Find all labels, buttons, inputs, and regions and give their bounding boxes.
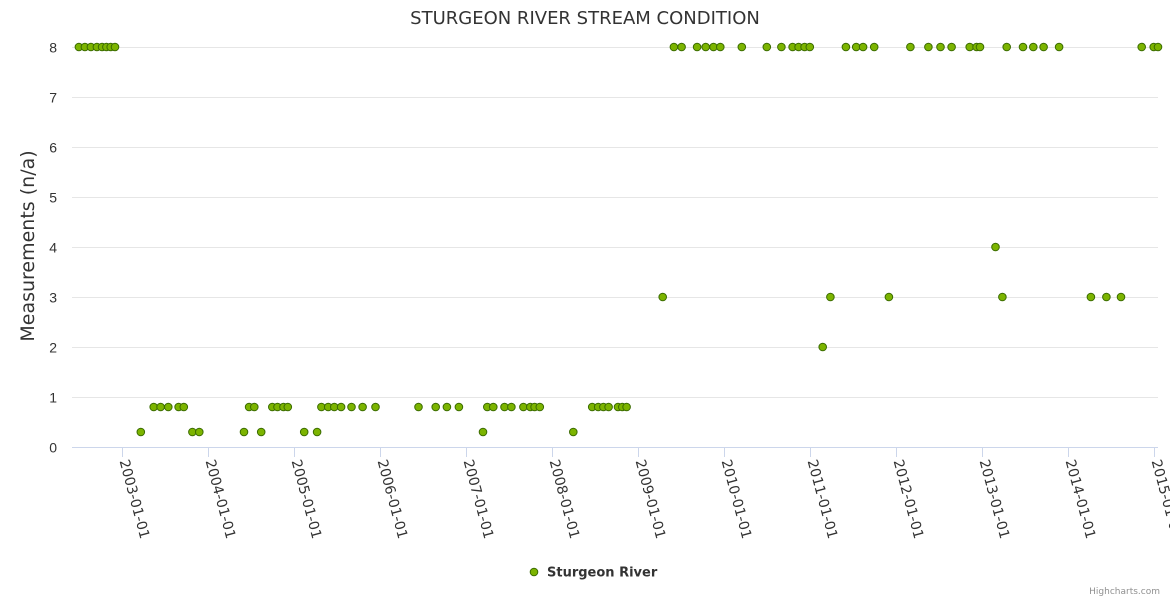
data-point[interactable] xyxy=(669,42,679,52)
y-tick-label: 5 xyxy=(49,190,57,206)
x-tick-label: 2015-01-01 xyxy=(1148,458,1170,541)
data-point[interactable] xyxy=(805,42,815,52)
data-point[interactable] xyxy=(1102,292,1111,302)
data-point[interactable] xyxy=(604,402,613,412)
data-point[interactable] xyxy=(947,42,956,52)
x-tick-label: 2007-01-01 xyxy=(460,458,497,541)
data-point[interactable] xyxy=(414,402,423,412)
x-tick-label: 2003-01-01 xyxy=(116,458,153,541)
data-point[interactable] xyxy=(179,402,189,412)
data-point[interactable] xyxy=(924,42,933,52)
data-point[interactable] xyxy=(535,402,545,412)
x-tick-label: 2010-01-01 xyxy=(718,458,755,541)
data-point[interactable] xyxy=(858,42,868,52)
data-point[interactable] xyxy=(239,427,249,437)
data-point[interactable] xyxy=(975,42,985,52)
gridlines xyxy=(72,47,1158,398)
data-point[interactable] xyxy=(884,292,894,302)
data-point[interactable] xyxy=(762,42,772,52)
data-point[interactable] xyxy=(1116,292,1126,302)
data-point[interactable] xyxy=(371,402,380,412)
x-tick-label: 2008-01-01 xyxy=(546,458,583,541)
data-point[interactable] xyxy=(818,342,828,352)
data-point[interactable] xyxy=(658,292,668,302)
x-tick-label: 2013-01-01 xyxy=(976,458,1013,541)
data-point[interactable] xyxy=(1153,42,1163,52)
data-point[interactable] xyxy=(136,427,146,437)
data-point[interactable] xyxy=(998,292,1007,302)
legend-marker-icon[interactable] xyxy=(529,567,539,577)
x-tick-label: 2004-01-01 xyxy=(202,458,239,541)
chart-title: STURGEON RIVER STREAM CONDITION xyxy=(410,8,760,29)
x-tick-label: 2006-01-01 xyxy=(374,458,411,541)
data-point[interactable] xyxy=(701,42,711,52)
data-point[interactable] xyxy=(869,42,879,52)
series-sturgeon-river[interactable] xyxy=(74,42,1163,437)
data-point[interactable] xyxy=(1039,42,1048,52)
data-point[interactable] xyxy=(1002,42,1012,52)
x-tick-label: 2011-01-01 xyxy=(804,458,841,541)
x-axis-ticks: 2003-01-01 2004-01-01 2005-01-01 2006-01-01… xyxy=(116,447,1170,541)
data-point[interactable] xyxy=(569,427,578,437)
data-point[interactable] xyxy=(283,402,293,412)
data-point[interactable] xyxy=(1086,292,1096,302)
data-point[interactable] xyxy=(841,42,851,52)
data-point[interactable] xyxy=(677,42,686,52)
y-tick-label: 6 xyxy=(49,140,57,156)
y-axis-ticks: 0 1 2 3 4 5 6 7 8 xyxy=(49,40,57,456)
data-point[interactable] xyxy=(489,402,498,412)
data-point[interactable] xyxy=(256,427,266,437)
data-point[interactable] xyxy=(936,42,945,52)
data-point[interactable] xyxy=(250,402,259,412)
y-axis-label: Measurements (n/a) xyxy=(17,150,39,341)
data-point[interactable] xyxy=(991,242,1000,252)
data-point[interactable] xyxy=(454,402,464,412)
credits-link[interactable]: Highcharts.com xyxy=(1089,587,1160,597)
data-point[interactable] xyxy=(358,402,367,412)
data-point[interactable] xyxy=(507,402,516,412)
data-point[interactable] xyxy=(777,42,786,52)
data-point[interactable] xyxy=(156,402,165,412)
x-tick-label: 2005-01-01 xyxy=(288,458,325,541)
data-point[interactable] xyxy=(737,42,747,52)
data-point[interactable] xyxy=(1137,42,1146,52)
data-point[interactable] xyxy=(164,402,173,412)
data-point[interactable] xyxy=(826,292,835,302)
data-point[interactable] xyxy=(478,427,488,437)
y-tick-label: 7 xyxy=(49,90,57,106)
data-point[interactable] xyxy=(442,402,452,412)
data-point[interactable] xyxy=(1018,42,1028,52)
data-point[interactable] xyxy=(336,402,346,412)
data-point[interactable] xyxy=(431,402,441,412)
y-tick-label: 1 xyxy=(49,390,57,406)
data-point[interactable] xyxy=(692,42,702,52)
y-tick-label: 2 xyxy=(49,340,57,356)
legend[interactable]: Sturgeon River xyxy=(529,566,658,581)
y-tick-label: 0 xyxy=(49,440,57,456)
data-point[interactable] xyxy=(906,42,915,52)
legend-label[interactable]: Sturgeon River xyxy=(547,566,658,581)
x-tick-label: 2009-01-01 xyxy=(632,458,669,541)
x-tick-label: 2012-01-01 xyxy=(890,458,927,541)
y-tick-label: 3 xyxy=(49,290,57,306)
data-point[interactable] xyxy=(195,427,204,437)
data-point[interactable] xyxy=(622,402,631,412)
data-point[interactable] xyxy=(716,42,725,52)
x-tick-label: 2014-01-01 xyxy=(1062,458,1099,541)
y-tick-label: 8 xyxy=(49,40,57,56)
data-point[interactable] xyxy=(1054,42,1064,52)
data-point[interactable] xyxy=(299,427,309,437)
data-point[interactable] xyxy=(347,402,356,412)
data-point[interactable] xyxy=(312,427,322,437)
data-point[interactable] xyxy=(1029,42,1038,52)
data-point[interactable] xyxy=(110,42,120,52)
y-tick-label: 4 xyxy=(49,240,57,256)
